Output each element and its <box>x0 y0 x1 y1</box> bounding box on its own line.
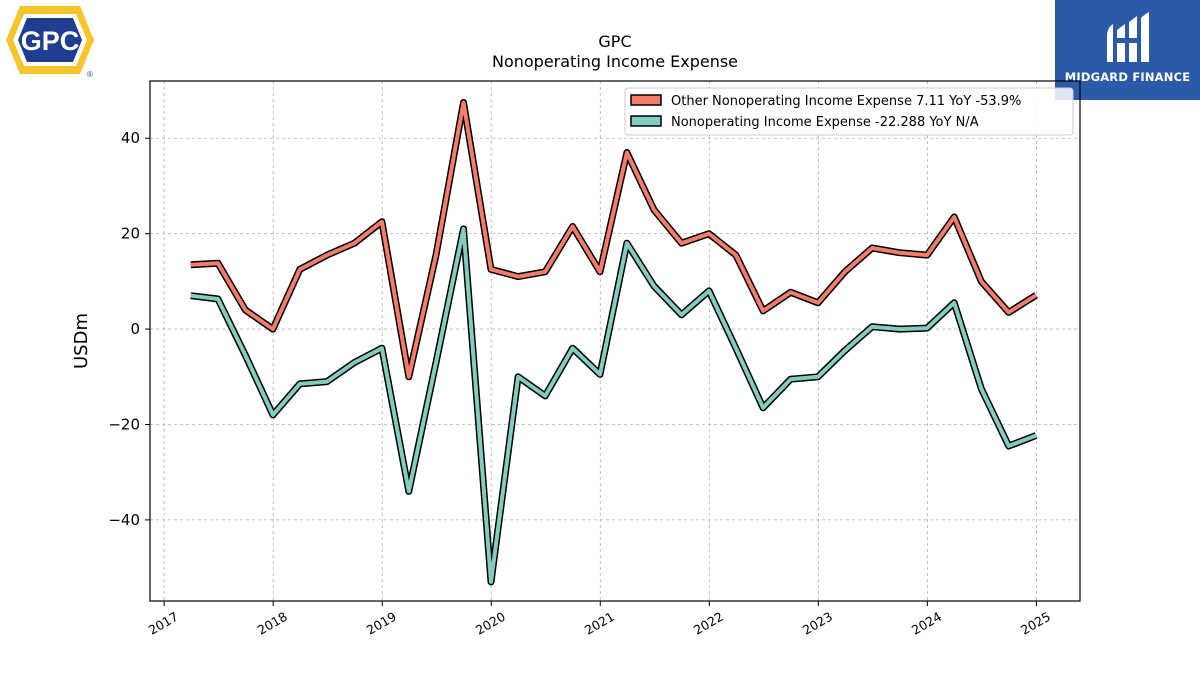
x-tick-label: 2018 <box>255 609 290 638</box>
x-tick-label: 2023 <box>800 609 835 638</box>
y-tick-label: −20 <box>108 415 140 433</box>
legend-label: Other Nonoperating Income Expense 7.11 Y… <box>671 94 1021 109</box>
gpc-logo: GPC ® <box>4 4 104 86</box>
axes: −40 −20 0 20 40 2017 2018 2019 2020 2021 2022 2023 2… <box>71 129 1053 637</box>
series-line <box>190 100 1038 379</box>
y-axis-label: USDm <box>71 313 92 369</box>
legend-box <box>624 87 1074 136</box>
legend-label: Nonoperating Income Expense -22.288 YoY … <box>671 115 979 130</box>
legend-swatch <box>630 94 662 106</box>
gpc-logo-core <box>18 18 82 62</box>
x-tick-label: 2017 <box>146 609 181 638</box>
series-outline <box>190 99 1038 381</box>
x-tick-label: 2020 <box>473 609 508 638</box>
x-tick-label: 2025 <box>1018 609 1053 638</box>
y-tick-label: 40 <box>121 129 140 147</box>
y-tick-label: 0 <box>130 320 140 338</box>
y-tick-label: −40 <box>108 511 140 529</box>
plot-frame <box>149 80 1081 602</box>
x-tick-label: 2019 <box>364 609 399 638</box>
gpc-logo-text: GPC <box>21 26 80 56</box>
series-outline <box>190 225 1038 586</box>
x-tick-label: 2022 <box>691 609 726 638</box>
x-tick-label: 2021 <box>582 609 617 638</box>
grid-lines <box>150 81 1080 601</box>
y-tick-label: 20 <box>121 225 140 243</box>
midgard-finance-logo: MIDGARD FINANCE <box>1055 0 1200 100</box>
x-tick-label: 2024 <box>909 609 944 638</box>
legend: Other Nonoperating Income Expense 7.11 Y… <box>624 87 1074 136</box>
series-lines <box>190 99 1038 586</box>
series-line <box>190 226 1037 584</box>
gpc-logo-registered-mark: ® <box>87 70 93 79</box>
chart-title: GPC <box>598 32 632 51</box>
midgard-logo-text: MIDGARD FINANCE <box>1064 70 1191 84</box>
chart-subtitle: Nonoperating Income Expense <box>491 52 739 71</box>
midgard-logo-mark <box>1107 12 1149 62</box>
legend-swatch <box>630 115 662 127</box>
